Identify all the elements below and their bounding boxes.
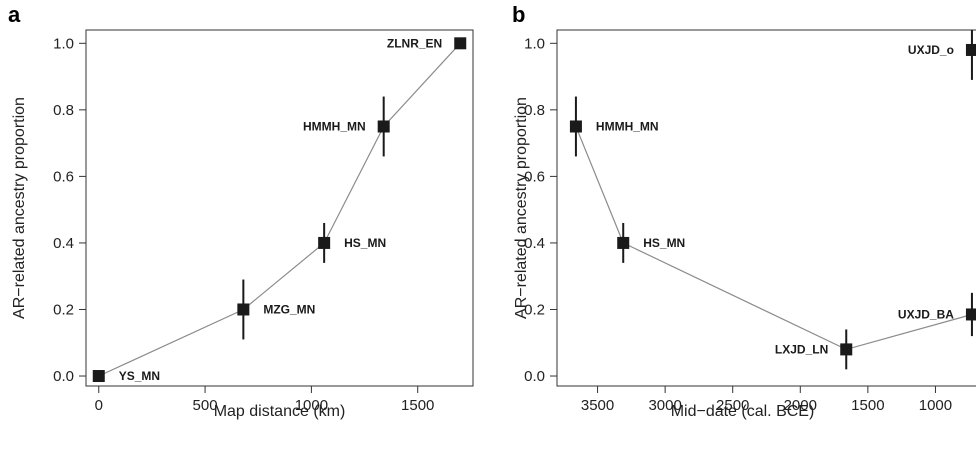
y-tick-label: 0.0 [524,368,545,385]
x-axis-label: Mid−date (cal. BCE) [671,403,815,420]
data-point-label: ZLNR_EN [387,36,442,50]
data-point-label: HMMH_MN [596,119,659,133]
data-point-label: LXJD_LN [775,342,828,356]
x-tick-label: 0 [95,397,103,414]
data-point-marker [92,370,105,383]
x-tick-label: 3500 [581,397,614,414]
y-tick-label: 0.8 [524,102,545,119]
panel-a-letter: a [8,2,21,27]
y-tick-label: 0.2 [524,301,545,318]
series-line [575,126,973,351]
y-tick-label: 0.4 [53,235,74,252]
y-tick-label: 1.0 [53,35,74,52]
y-tick-label: 0.6 [53,168,74,185]
data-point-label: HS_MN [344,236,386,250]
x-axis-label: Map distance (km) [214,403,346,420]
data-point-label: HMMH_MN [303,119,366,133]
data-point-marker [617,236,630,249]
x-tick-label: 1000 [919,397,952,414]
panel-a-chart: 0.0 0.2 0.4 0.6 0.8 1.0 0 500 1000 1500 Map distan… [11,29,474,420]
x-tick-label: 500 [193,397,218,414]
panel-b-letter: b [512,2,525,27]
y-tick-label: 0.2 [53,301,74,318]
data-point-label: UXJD_BA [898,307,954,321]
data-point-marker [454,37,467,50]
x-tick-label: 2500 [716,397,749,414]
y-tick-label: 0.8 [53,102,74,119]
data-point-marker [840,343,853,356]
y-axis-label: AR−related ancestry proportion [513,97,530,319]
y-tick-label: 0.4 [524,235,545,252]
panel-b-chart: 0.0 0.2 0.4 0.6 0.8 1.0 3500 3000 2500 2000 1500 10… [513,29,976,420]
data-point-label: UXJD_o [908,43,954,57]
y-tick-label: 0.0 [53,368,74,385]
plot-frame [85,29,474,387]
data-point-marker [318,236,331,249]
plot-frame [556,29,976,387]
data-point-marker [377,120,390,133]
data-point-marker [569,120,582,133]
x-tick-label: 1000 [295,397,328,414]
x-tick-label: 3000 [648,397,681,414]
x-tick-label: 1500 [851,397,884,414]
data-point-label: HS_MN [643,236,685,250]
data-point-marker [237,303,250,316]
x-tick-label: 2000 [784,397,817,414]
data-point-label: YS_MN [119,369,160,383]
data-point-label: MZG_MN [263,302,315,316]
data-point-marker [965,43,976,56]
data-point-marker [965,308,976,321]
y-tick-label: 0.6 [524,168,545,185]
y-tick-label: 1.0 [524,35,545,52]
x-tick-label: 1500 [401,397,434,414]
y-axis-label: AR−related ancestry proportion [11,97,28,319]
series-line [98,42,461,377]
